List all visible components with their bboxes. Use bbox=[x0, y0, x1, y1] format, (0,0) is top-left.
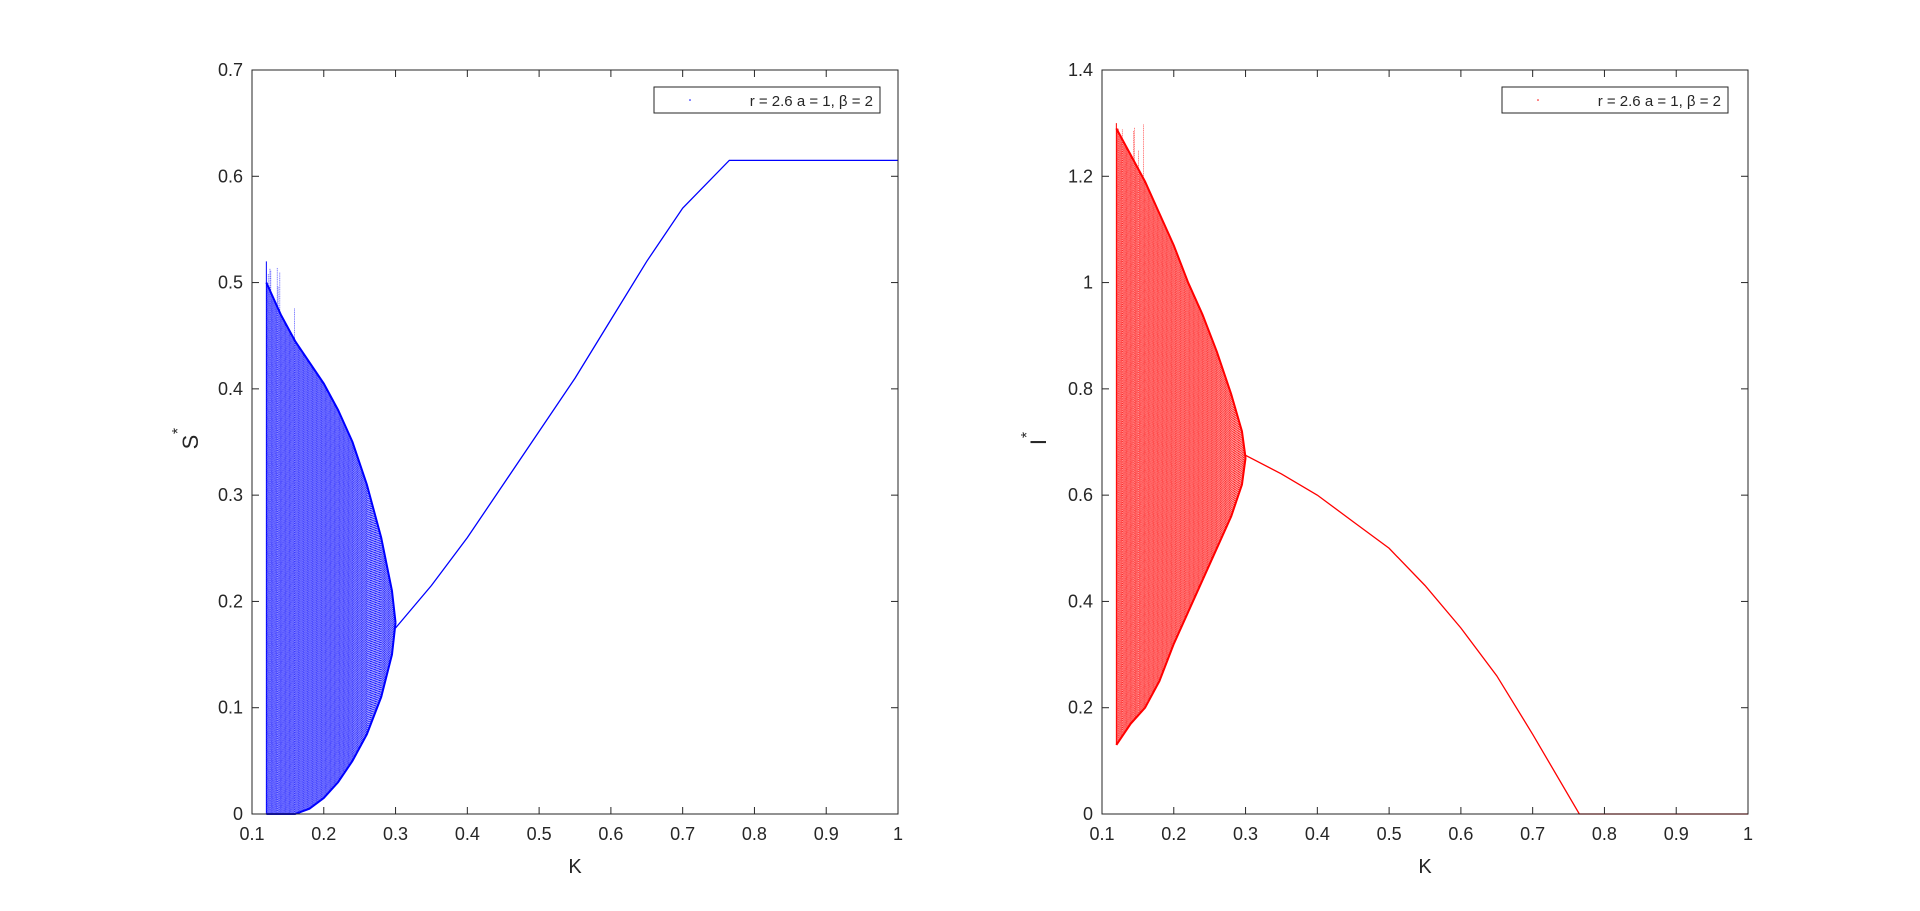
x-tick-label: 0.5 bbox=[1377, 824, 1402, 844]
x-tick-label: 0.8 bbox=[1592, 824, 1617, 844]
y-axis-label-superscript: * bbox=[1019, 432, 1036, 438]
x-tick-label: 0.3 bbox=[1233, 824, 1258, 844]
y-axis-label-text: S bbox=[178, 435, 203, 450]
chaotic-region-strands bbox=[266, 267, 396, 814]
y-tick-label: 1 bbox=[1083, 273, 1093, 293]
x-tick-label: 0.5 bbox=[527, 824, 552, 844]
legend-label: r = 2.6 a = 1, β = 2 bbox=[1598, 93, 1721, 110]
y-axis-label-superscript: * bbox=[170, 428, 187, 434]
x-tick-label: 1 bbox=[893, 824, 903, 844]
x-tick-label: 0.2 bbox=[311, 824, 336, 844]
y-tick-label: 0.7 bbox=[218, 60, 243, 80]
plot-area bbox=[1102, 70, 1748, 814]
x-tick-label: 0.1 bbox=[1089, 824, 1114, 844]
legend-box bbox=[653, 86, 881, 114]
y-tick-label: 1.2 bbox=[1068, 166, 1093, 186]
y-tick-label: 0.6 bbox=[218, 166, 243, 186]
y-tick-label: 0.2 bbox=[218, 591, 243, 611]
x-tick-label: 0.8 bbox=[742, 824, 767, 844]
x-axis-label: K bbox=[568, 856, 582, 878]
y-tick-label: 0.6 bbox=[1068, 485, 1093, 505]
x-tick-label: 0.7 bbox=[1520, 824, 1545, 844]
y-tick-label: 0.4 bbox=[1068, 591, 1093, 611]
axes-box bbox=[1101, 69, 1749, 815]
y-tick-label: 0 bbox=[1083, 804, 1093, 824]
y-axis-label: S * bbox=[170, 428, 203, 449]
legend: r = 2.6 a = 1, β = 2 bbox=[1501, 86, 1729, 114]
y-tick-label: 0.3 bbox=[218, 485, 243, 505]
chaotic-upper-envelope bbox=[265, 282, 397, 623]
x-tick-label: 0.3 bbox=[383, 824, 408, 844]
legend-marker bbox=[689, 99, 691, 101]
x-tick-label: 0.2 bbox=[1161, 824, 1186, 844]
x-tick-label: 0.4 bbox=[455, 824, 480, 844]
x-tick-label: 0.4 bbox=[1305, 824, 1330, 844]
y-tick-label: 0.2 bbox=[1068, 698, 1093, 718]
y-tick-label: 0 bbox=[233, 804, 243, 824]
x-tick-label: 0.6 bbox=[1448, 824, 1473, 844]
ticks: 0.1 0.2 0.3 0.4 0.5 0.6 0.7 0.8 0.9 1 0 0.2 0.4 0.6 0.… bbox=[1068, 60, 1753, 844]
legend-box bbox=[1501, 86, 1729, 114]
y-axis-label: I * bbox=[1019, 432, 1051, 445]
panel-i-star: 0.1 0.2 0.3 0.4 0.5 0.6 0.7 0.8 0.9 1 0 0.2 0.4 0.6 0.… bbox=[1019, 60, 1753, 878]
axes-box bbox=[251, 69, 899, 815]
x-axis-label: K bbox=[1418, 856, 1432, 878]
legend: r = 2.6 a = 1, β = 2 bbox=[653, 86, 881, 114]
y-axis-label-text: I bbox=[1026, 439, 1051, 445]
x-tick-label: 0.6 bbox=[598, 824, 623, 844]
legend-marker bbox=[1537, 99, 1539, 101]
chaotic-lower-envelope bbox=[1115, 457, 1247, 746]
x-tick-label: 0.1 bbox=[239, 824, 264, 844]
y-tick-label: 0.5 bbox=[218, 273, 243, 293]
x-tick-label: 0.7 bbox=[670, 824, 695, 844]
y-tick-label: 0.8 bbox=[1068, 379, 1093, 399]
ticks: 0.1 0.2 0.3 0.4 0.5 0.6 0.7 0.8 0.9 100.10.20.30.… bbox=[218, 60, 903, 844]
legend-label: r = 2.6 a = 1, β = 2 bbox=[750, 93, 873, 110]
chaotic-upper-envelope bbox=[1115, 127, 1247, 459]
x-tick-label: 0.9 bbox=[1664, 824, 1689, 844]
fixed-point-curve bbox=[395, 159, 898, 629]
y-tick-label: 0.1 bbox=[218, 698, 243, 718]
y-tick-label: 1.4 bbox=[1068, 60, 1093, 80]
x-tick-label: 0.9 bbox=[814, 824, 839, 844]
panel-s-star: 0.1 0.2 0.3 0.4 0.5 0.6 0.7 0.8 0.9 100.10.20.30.… bbox=[170, 60, 903, 878]
y-tick-label: 0.4 bbox=[218, 379, 243, 399]
x-tick-label: 1 bbox=[1743, 824, 1753, 844]
